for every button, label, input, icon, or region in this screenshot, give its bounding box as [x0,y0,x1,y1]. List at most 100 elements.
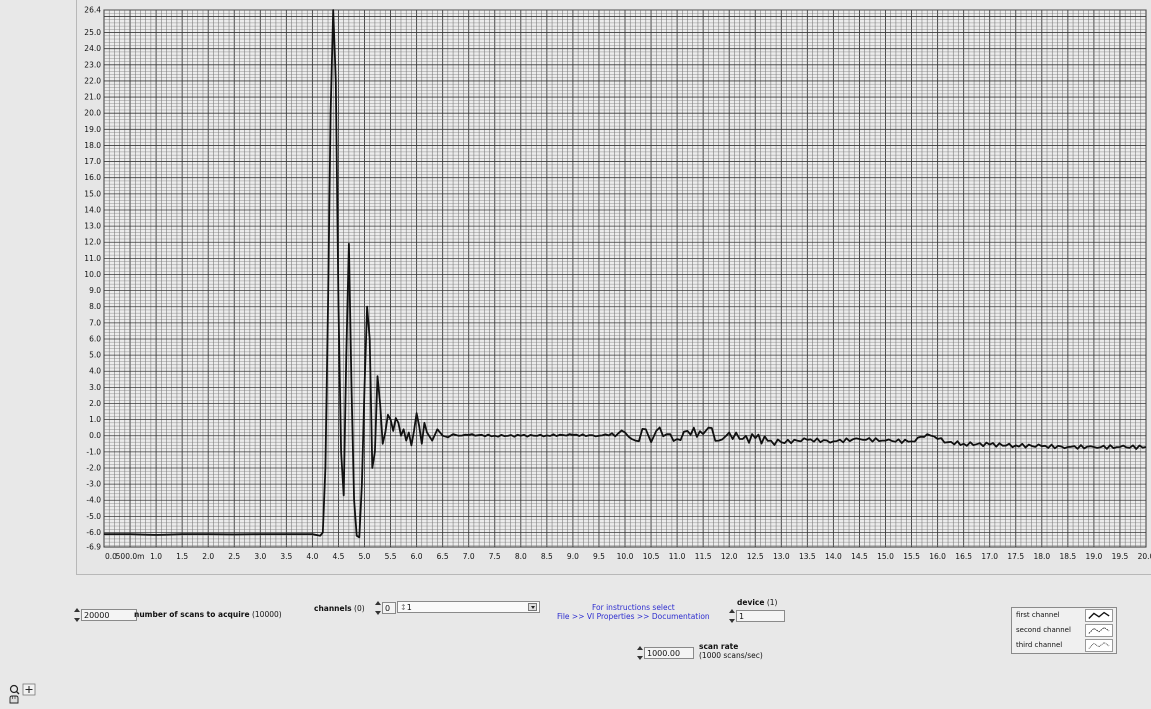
x-tick-label: 12.0 [721,552,738,561]
x-tick-label: 9.0 [567,552,579,561]
y-tick-label: 10.0 [84,270,101,279]
channels-input[interactable]: ↕1 [397,601,540,613]
y-tick-label: 26.4 [84,6,101,15]
y-tick-label: 2.0 [89,399,101,408]
x-tick-label: 7.0 [463,552,475,561]
x-tick-label: 15.5 [903,552,920,561]
y-tick-label: 17.0 [84,157,101,166]
channels-string-control[interactable]: ↕1 [397,601,540,613]
y-tick-label: 8.0 [89,302,101,311]
plot-legend[interactable]: first channel second channel third chann… [1011,607,1117,654]
x-tick-label: 18.5 [1059,552,1076,561]
x-tick-label: 1.0 [150,552,162,561]
x-tick-label: 10.0 [617,552,634,561]
x-tick-label: 2.0 [202,552,214,561]
device-control[interactable]: 1 [728,609,785,623]
legend-label: first channel [1016,611,1060,619]
x-tick-label: 500.0m [116,552,145,561]
channels-index-stepper[interactable] [374,601,381,615]
x-tick-label: 14.0 [825,552,842,561]
x-tick-label: 5.0 [359,552,371,561]
plot-line-first-channel [104,9,1147,539]
x-tick-label: 12.5 [747,552,764,561]
x-tick-label: 4.0 [306,552,318,561]
y-tick-label: 11.0 [84,254,101,263]
y-tick-label: 3.0 [89,383,101,392]
x-tick-label: 18.0 [1033,552,1050,561]
y-axis-ticks: 26.4 25.0 24.0 23.0 22.0 21.0 20.0 19.0 18.0 17.0… [84,6,101,552]
graph-palette-icons [9,683,36,704]
scan-rate-default: (1000 scans/sec) [699,651,763,660]
x-tick-label: 7.5 [489,552,501,561]
scans-label: number of scans to acquire (10000) [134,610,282,619]
graph-palette[interactable] [7,683,39,705]
zoom-icon[interactable] [9,684,20,695]
legend-item-second-channel[interactable]: second channel [1012,623,1116,638]
y-tick-label: 5.0 [89,351,101,360]
channels-label: channels (0) [314,604,365,613]
y-tick-label: 21.0 [84,93,101,102]
instructions-line-2: File >> VI Properties >> Documentation [557,612,710,621]
y-tick-label: 25.0 [84,28,101,37]
legend-item-third-channel[interactable]: third channel [1012,638,1116,653]
y-tick-label: -2.0 [86,463,101,472]
device-input[interactable]: 1 [736,610,785,622]
y-tick-label: 20.0 [84,109,101,118]
waveform-chart: 26.4 25.0 24.0 23.0 22.0 21.0 20.0 19.0 18.0 17.0… [76,0,1151,575]
x-tick-label: 8.0 [515,552,527,561]
pan-hand-icon[interactable] [9,695,19,704]
scan-rate-control[interactable]: 1000.00 [636,646,694,660]
x-tick-label: 19.0 [1086,552,1103,561]
scans-control[interactable]: 20000 [73,608,137,622]
x-tick-label: 13.0 [773,552,790,561]
x-tick-label: 20.0 [1138,552,1151,561]
y-tick-label: -6.9 [86,543,101,552]
y-tick-label: 22.0 [84,76,101,85]
x-tick-label: 11.0 [669,552,686,561]
x-tick-label: 5.5 [385,552,397,561]
y-tick-label: 23.0 [84,60,101,69]
y-tick-label: 1.0 [89,415,101,424]
legend-label: third channel [1016,641,1063,649]
y-tick-label: 0.0 [89,431,101,440]
scans-input[interactable]: 20000 [81,609,137,621]
x-tick-label: 1.5 [176,552,188,561]
x-tick-label: 19.5 [1112,552,1129,561]
scans-label-text: number of scans to acquire [134,610,250,619]
scans-default: (10000) [251,610,282,619]
device-stepper[interactable] [728,609,735,623]
x-tick-label: 6.0 [411,552,423,561]
y-tick-label: -5.0 [86,512,101,521]
channels-index-control[interactable]: 0 [374,601,396,615]
y-tick-label: 19.0 [84,125,101,134]
channels-label-text: channels [314,604,352,613]
scan-rate-stepper[interactable] [636,646,643,660]
chart-grid [103,9,1147,548]
x-tick-label: 13.5 [799,552,816,561]
x-tick-label: 17.0 [981,552,998,561]
scan-rate-input[interactable]: 1000.00 [644,647,694,659]
x-tick-label: 15.0 [877,552,894,561]
x-tick-label: 2.5 [228,552,240,561]
legend-swatch-icon [1085,609,1113,622]
channels-index-input[interactable]: 0 [382,602,396,614]
scans-stepper[interactable] [73,608,80,622]
x-tick-label: 14.5 [851,552,868,561]
y-tick-label: 12.0 [84,238,101,247]
channels-dropdown-button[interactable] [528,603,537,611]
y-tick-label: 4.0 [89,367,101,376]
y-tick-label: 16.0 [84,173,101,182]
x-tick-label: 3.5 [280,552,292,561]
y-tick-label: 14.0 [84,205,101,214]
y-tick-label: 9.0 [89,286,101,295]
x-tick-label: 0.0 [105,552,117,561]
device-label-text: device [737,598,765,607]
instructions-line-1: For instructions select [592,603,675,612]
crosshair-icon[interactable] [22,683,36,696]
scan-rate-label-text: scan rate [699,642,739,651]
legend-label: second channel [1016,626,1071,634]
legend-item-first-channel[interactable]: first channel [1012,608,1116,623]
y-tick-label: 13.0 [84,222,101,231]
scan-rate-label: scan rate [699,642,738,651]
